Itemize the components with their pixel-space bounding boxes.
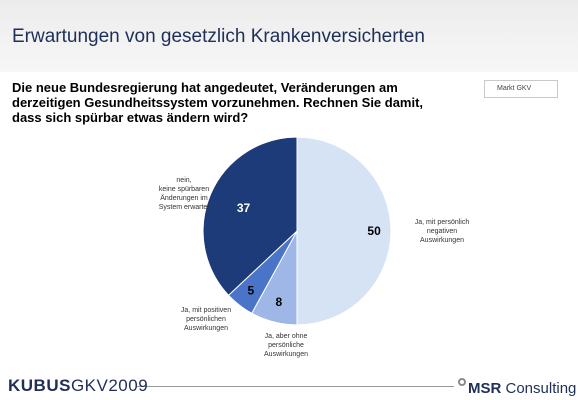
- slice-label-negative-effects: Ja, mit persönlich negativen Auswirkungen: [415, 219, 470, 244]
- slice-label-positive-effects: Ja, mit positiven persönlichen Auswirkunge…: [181, 307, 231, 332]
- slice-value-no-personal-effects: 8: [275, 295, 282, 309]
- footer-divider: [136, 386, 454, 387]
- slide-title: Erwartungen von gesetzlich Krankenversic…: [12, 26, 425, 47]
- slice-value-positive-effects: 5: [248, 283, 255, 297]
- msr-consulting-logo: MSR Consulting: [458, 378, 576, 397]
- msr-dot-icon: [458, 378, 466, 386]
- slice-value-no-change: 37: [237, 201, 251, 215]
- header-band: [0, 0, 578, 72]
- kubus-logo: KUBUSGKV2009: [8, 376, 149, 395]
- slice-label-no-personal-effects: Ja, aber ohne persönliche Auswirkungen: [264, 333, 308, 358]
- segment-tag: Markt GKV: [484, 80, 558, 98]
- pie-outline: [202, 136, 392, 326]
- survey-question: Die neue Bundesregierung hat angedeutet,…: [12, 80, 424, 125]
- slice-label-no-change: nein, keine spürbaren Änderungen im System …: [159, 177, 210, 211]
- slice-value-negative-effects: 50: [367, 224, 381, 238]
